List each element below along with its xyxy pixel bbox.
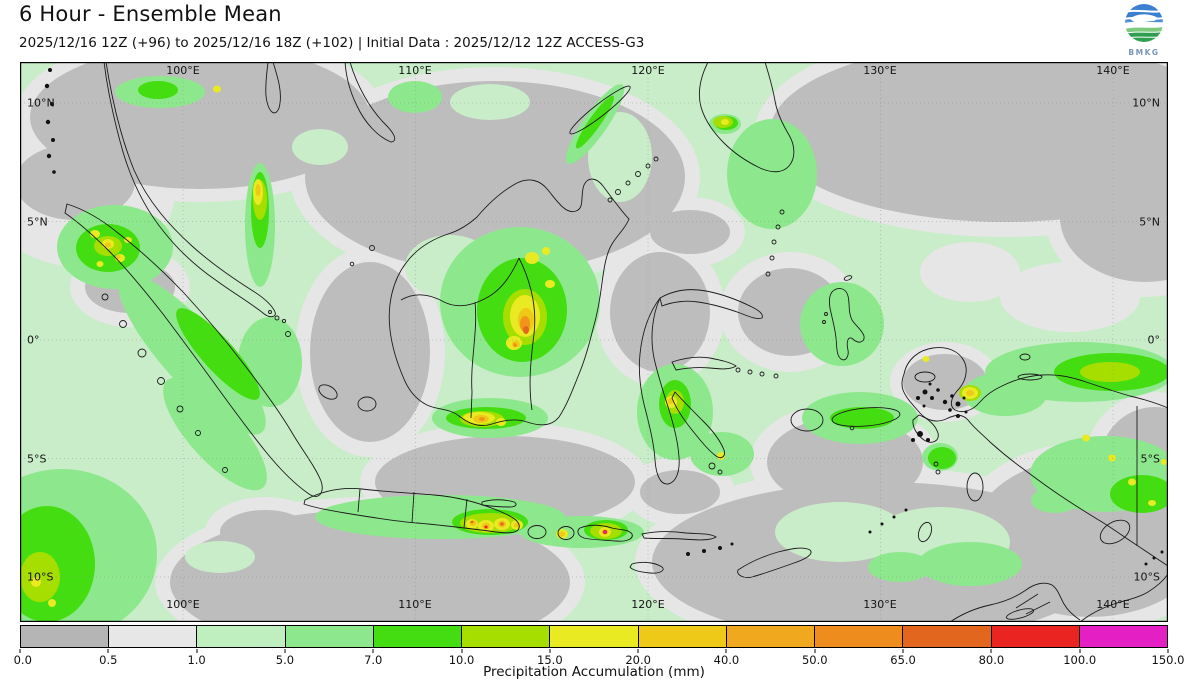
colorbar-tickmark [814, 649, 816, 653]
coastline-sumbawa [577, 524, 633, 542]
colorbar-tickmark [19, 649, 21, 653]
coastline-mindanao [698, 62, 795, 173]
colorbar-tick-label: 100.0 [1063, 653, 1097, 667]
colorbar-tick-label: 40.0 [713, 653, 740, 667]
colorbar-tick-label: 20.0 [625, 653, 651, 667]
colorbar-tick-label: 1.0 [187, 653, 206, 667]
map-canvas [20, 62, 1168, 622]
colorbar-tick-label: 65.0 [890, 653, 916, 667]
colorbar-segment [637, 626, 726, 647]
colorbar-segment [814, 626, 903, 647]
coastline-sumatra [64, 203, 323, 497]
coastline-timor [737, 547, 812, 578]
map-frame [20, 62, 1168, 622]
colorbar-segment [1078, 626, 1168, 647]
coastline-borneo [388, 178, 630, 427]
colorbar-segment [549, 626, 638, 647]
coastline-madura [481, 499, 517, 508]
coastline-palawan [569, 85, 631, 135]
coastlines-layer [64, 62, 1168, 622]
colorbar-tick-label: 50.0 [801, 653, 828, 667]
colorbar-tick-label: 80.0 [978, 653, 1005, 667]
coastline-vietnam [344, 62, 396, 143]
colorbar-tick-label: 5.0 [275, 653, 295, 667]
colorbar-tickmark [549, 649, 551, 653]
coastline-bali [527, 525, 547, 539]
precip-magenta-layer [603, 530, 607, 534]
colorbar-tick-label: 10.0 [448, 653, 475, 667]
colorbar-tick-label: 0.0 [13, 653, 32, 667]
colorbar-segment [21, 626, 109, 647]
colorbar-segment [196, 626, 285, 647]
coastline-gulf-thailand [265, 62, 281, 114]
colorbar-ticks: 0.0 0.5 1.0 5.0 7.0 10.0 15.0 20.0 40.0 50.0 65.0 8… [14, 648, 1184, 667]
coastline-malay-peninsula [103, 62, 276, 318]
colorbar-segment [284, 626, 373, 647]
colorbar-tickmark [990, 649, 992, 653]
colorbar-segment [461, 626, 550, 647]
precip-darkorange-layer [470, 326, 529, 526]
colorbar-segment [108, 626, 197, 647]
colorbar-tick-label: 150.0 [1151, 653, 1185, 667]
colorbar-tickmark [372, 649, 374, 653]
colorbar-tickmark [637, 649, 639, 653]
colorbar-tick-label: 15.0 [537, 653, 563, 667]
colorbar-segments [20, 625, 1168, 648]
colorbar-tickmark [107, 649, 109, 653]
colorbar-tick-label: 7.0 [364, 653, 383, 667]
colorbar-segment [902, 626, 991, 647]
coastline-australia [949, 573, 1168, 622]
colorbar-tickmark [1079, 649, 1081, 653]
colorbar-segment [990, 626, 1079, 647]
gridlines-layer [20, 62, 1168, 622]
colorbar-title: Precipitation Accumulation (mm) [483, 664, 705, 680]
colorbar-tickmark [461, 649, 463, 653]
colorbar-tickmark [902, 649, 904, 653]
coastline-sulawesi [638, 289, 763, 485]
precipitation-map [20, 62, 1168, 622]
colorbar-segment [725, 626, 815, 647]
colorbar-tick-label: 0.5 [99, 653, 118, 667]
colorbar-tickmark [725, 649, 727, 653]
coastline-belitung [357, 396, 377, 412]
coastline-seram [831, 407, 901, 427]
page-title: 6 Hour - Ensemble Mean [19, 2, 282, 26]
island-specks-layer [44, 68, 1164, 566]
coastline-bomberai [912, 414, 939, 443]
coastline-flores [641, 531, 717, 541]
coastline-buru [790, 408, 824, 432]
bmkg-logo-icon [1125, 4, 1163, 42]
bmkg-logo-text: BMKG [1128, 48, 1160, 57]
forecast-valid-time: 2025/12/16 12Z (+96) to 2025/12/16 18Z (… [19, 35, 645, 51]
bmkg-logo: BMKG [1118, 3, 1170, 57]
coastline-lombok [557, 526, 575, 540]
coastline-aru [966, 472, 984, 502]
colorbar-tickmark [284, 649, 286, 653]
coastline-bangka [318, 384, 338, 400]
colorbar-tickmark [1167, 649, 1169, 653]
colorbar-tickmark [196, 649, 198, 653]
coastline-java [303, 488, 520, 534]
colorbar-segment [372, 626, 462, 647]
